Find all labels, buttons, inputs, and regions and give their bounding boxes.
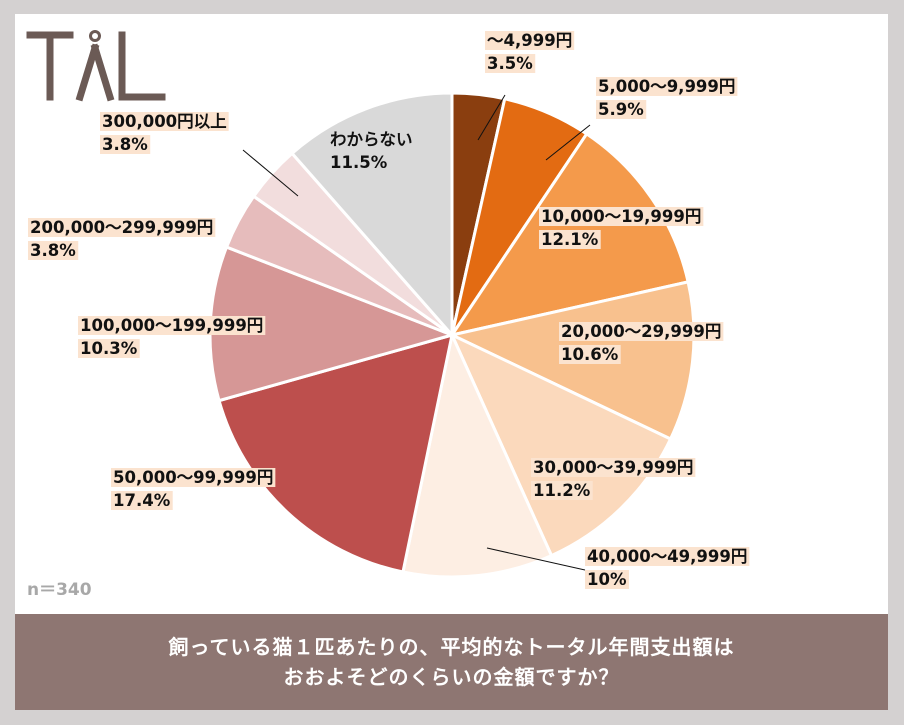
question-line-1: 飼っている猫１匹あたりの、平均的なトータル年間支出額は <box>168 635 735 659</box>
slice-label-text-3: 20,000～29,999円 <box>561 322 721 341</box>
leader-line-0 <box>477 94 506 141</box>
pie-slices <box>208 91 696 579</box>
slice-value-text-2: 12.1% <box>541 230 599 249</box>
leader-line-9 <box>242 149 299 197</box>
slice-label-8: 200,000～299,999円 3.8% <box>28 218 216 260</box>
sample-size: n＝340 <box>27 580 92 600</box>
slice-value-text-5: 10% <box>587 570 627 589</box>
tal-logo <box>26 30 166 102</box>
leader-lines <box>242 94 591 571</box>
slice-value-text-8: 3.8% <box>30 241 76 260</box>
slice-value-text-0: 3.5% <box>487 54 533 73</box>
slice-label-text-6: 50,000～99,999円 <box>113 468 273 487</box>
slice-label-4: 30,000～39,999円 11.2% <box>531 458 696 500</box>
slice-labels: ～4,999円 3.5% 5,000～9,999円 5.9% 10,000～19,999… <box>28 31 750 589</box>
pie-slice-10 <box>289 91 454 339</box>
question-line-2: おおよそどのくらいの金額ですか？ <box>283 665 620 689</box>
slice-label-5: 40,000～49,999円 10% <box>585 547 750 589</box>
slice-value-text-9: 3.8% <box>102 135 148 154</box>
slice-label-text-4: 30,000～39,999円 <box>533 458 693 477</box>
slice-value-text-4: 11.2% <box>533 481 591 500</box>
slice-value-text-6: 17.4% <box>113 491 171 510</box>
slice-label-6: 50,000～99,999円 17.4% <box>111 468 276 510</box>
slice-label-text-9: 300,000円以上 <box>102 112 227 131</box>
question-banner: 飼っている猫１匹あたりの、平均的なトータル年間支出額は おおよそどのくらいの金額… <box>15 614 888 710</box>
pie-slice-4 <box>448 331 673 558</box>
slice-label-text-5: 40,000～49,999円 <box>587 547 747 566</box>
slice-label-text-10: わからない <box>330 130 413 149</box>
slice-label-1: 5,000～9,999円 5.9% <box>596 77 738 119</box>
slice-label-text-1: 5,000～9,999円 <box>598 77 735 96</box>
slice-label-text-2: 10,000～19,999円 <box>541 207 701 226</box>
pie-slice-6 <box>217 332 454 574</box>
slice-label-0: ～4,999円 3.5% <box>485 31 575 73</box>
slice-value-text-3: 10.6% <box>561 345 619 364</box>
slice-value-text-1: 5.9% <box>598 100 644 119</box>
slice-label-text-7: 100,000～199,999円 <box>80 316 263 335</box>
slice-label-10: わからない 11.5% <box>330 130 413 172</box>
slice-label-7: 100,000～199,999円 10.3% <box>78 316 266 358</box>
slice-label-3: 20,000～29,999円 10.6% <box>559 322 724 364</box>
leader-line-5 <box>486 547 586 571</box>
slice-label-9: 300,000円以上 3.8% <box>100 112 229 154</box>
slice-value-text-7: 10.3% <box>80 339 138 358</box>
slice-label-text-0: ～4,999円 <box>487 31 572 50</box>
leader-line-1 <box>545 124 591 161</box>
slice-label-2: 10,000～19,999円 12.1% <box>539 207 704 249</box>
slice-label-text-8: 200,000～299,999円 <box>30 218 213 237</box>
slice-value-text-10: 11.5% <box>330 153 388 172</box>
